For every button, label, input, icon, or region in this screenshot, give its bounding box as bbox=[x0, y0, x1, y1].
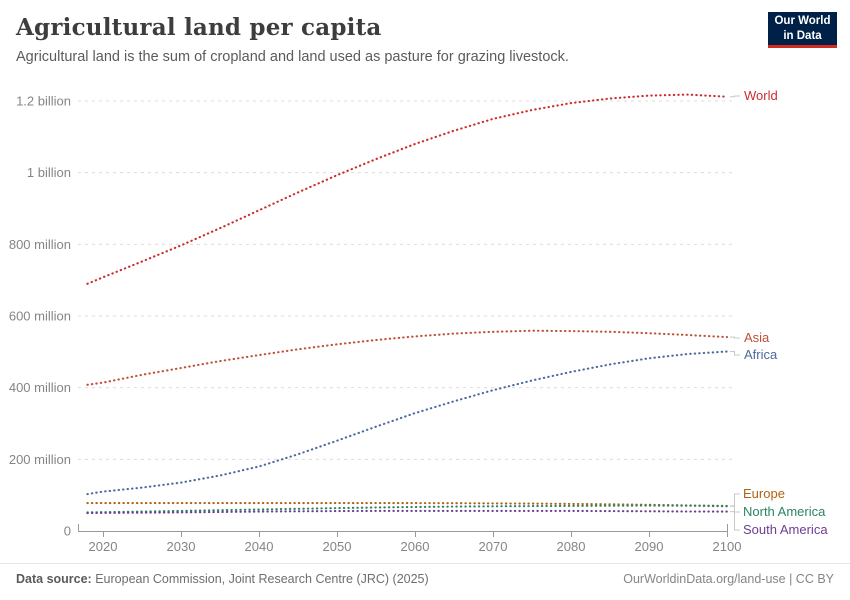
owid-logo-line2: in Data bbox=[783, 29, 822, 42]
series-line-world[interactable] bbox=[86, 93, 729, 285]
owid-logo-line1: Our World bbox=[774, 14, 831, 27]
page-title: Agricultural land per capita bbox=[16, 14, 382, 41]
y-axis-tick-label: 0 bbox=[64, 524, 71, 539]
x-axis-tick-label: 2040 bbox=[245, 539, 274, 554]
x-axis-tick-label: 2030 bbox=[167, 539, 196, 554]
x-axis-tick-label: 2080 bbox=[557, 539, 586, 554]
series-label-asia[interactable]: Asia bbox=[744, 330, 770, 345]
data-source-text: European Commission, Joint Research Cent… bbox=[91, 572, 429, 586]
series-line-south-america[interactable] bbox=[86, 509, 729, 515]
series-label-europe[interactable]: Europe bbox=[743, 486, 785, 501]
series-label-africa[interactable]: Africa bbox=[744, 347, 778, 362]
y-axis-tick-label: 1.2 billion bbox=[16, 94, 71, 109]
data-source-label: Data source: bbox=[16, 572, 92, 586]
series-label-north-america[interactable]: North America bbox=[743, 504, 826, 519]
y-axis-tick-label: 800 million bbox=[9, 237, 71, 252]
owid-logo[interactable]: Our World in Data bbox=[768, 12, 837, 48]
y-axis-tick-label: 1 billion bbox=[27, 165, 71, 180]
footer-link[interactable]: OurWorldinData.org/land-use | CC BY bbox=[623, 572, 834, 586]
x-axis-tick-label: 2070 bbox=[479, 539, 508, 554]
chart-subtitle: Agricultural land is the sum of cropland… bbox=[16, 49, 569, 65]
series-label-south-america[interactable]: South America bbox=[743, 522, 828, 537]
x-axis-tick-label: 2090 bbox=[635, 539, 664, 554]
data-source: Data source: European Commission, Joint … bbox=[16, 572, 429, 586]
series-line-africa[interactable] bbox=[86, 350, 729, 496]
series-label-world[interactable]: World bbox=[744, 88, 778, 103]
y-axis-tick-label: 200 million bbox=[9, 452, 71, 467]
series-line-asia[interactable] bbox=[86, 329, 729, 386]
chart-footer: Data source: European Commission, Joint … bbox=[0, 563, 850, 600]
x-axis-tick-label: 2020 bbox=[89, 539, 118, 554]
x-axis-tick-label: 2100 bbox=[713, 539, 742, 554]
y-axis-tick-label: 600 million bbox=[9, 309, 71, 324]
x-axis-tick-label: 2060 bbox=[401, 539, 430, 554]
y-axis-tick-label: 400 million bbox=[9, 380, 71, 395]
x-axis-tick-label: 2050 bbox=[323, 539, 352, 554]
